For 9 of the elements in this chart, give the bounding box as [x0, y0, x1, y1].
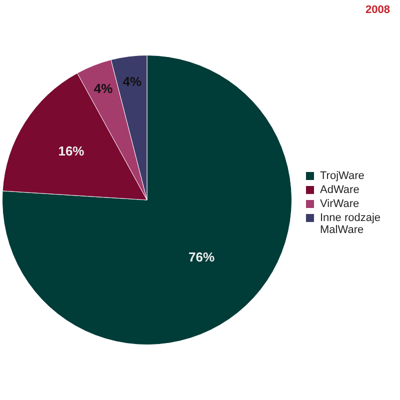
data-label: 4% [122, 74, 142, 89]
legend-label: TrojWare [320, 170, 366, 182]
legend-label: Inne rodzaje MalWare [320, 212, 382, 236]
data-label: 4% [94, 81, 114, 96]
data-label: 76% [188, 250, 215, 265]
legend-label: VirWare [320, 198, 360, 210]
legend-label: AdWare [320, 184, 360, 196]
data-label: 16% [58, 143, 85, 158]
text: 2008 [366, 4, 390, 16]
